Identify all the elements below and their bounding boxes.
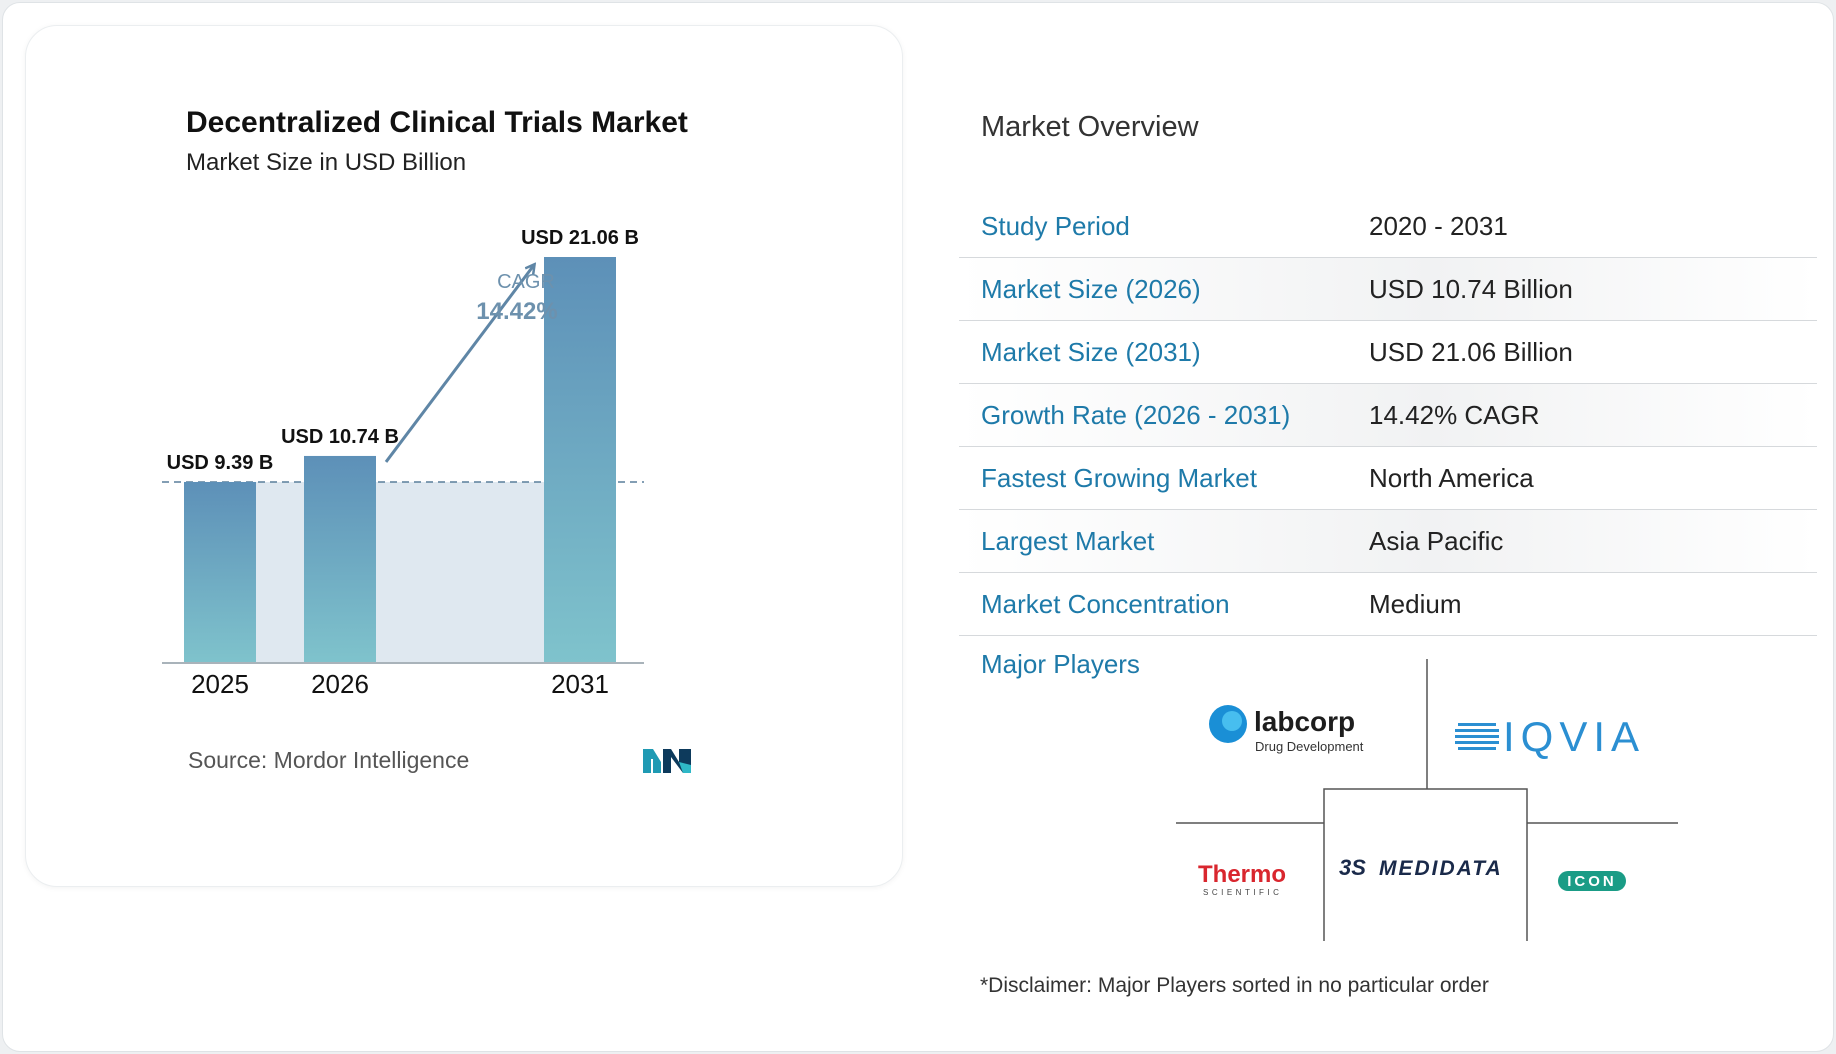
grid-lines	[1176, 659, 1678, 941]
overview-label: Study Period	[981, 211, 1130, 241]
overview-value: USD 21.06 Billion	[1369, 337, 1573, 367]
medidata-name: MEDIDATA	[1379, 857, 1503, 880]
cagr-arrow	[384, 265, 534, 463]
x-tick-label: 2025	[191, 669, 249, 699]
overview-value: 14.42% CAGR	[1369, 400, 1540, 430]
overview-row: Largest Market Asia Pacific	[959, 510, 1817, 573]
iqvia-logo: IQVIA	[1455, 713, 1645, 760]
overview-value: Asia Pacific	[1369, 526, 1504, 556]
overview-title: Market Overview	[981, 111, 1199, 143]
bar-value-label: USD 10.74 B	[281, 426, 399, 448]
x-tick-label: 2031	[551, 669, 609, 699]
mordor-logo-icon	[643, 749, 691, 773]
reference-band	[256, 481, 544, 663]
overview-value: USD 10.74 Billion	[1369, 274, 1573, 304]
bar-value-label: USD 21.06 B	[521, 227, 639, 249]
icon-logo: ICON	[1558, 871, 1626, 891]
medidata-logo: 3S MEDIDATA	[1339, 855, 1503, 880]
major-players-grid: labcorp Drug Development IQVIA Thermo SC…	[1176, 659, 1678, 941]
plot-area: USD 9.39 B 2025 USD 10.74 B 2026 USD 21.06 B…	[162, 227, 644, 699]
overview-table: Study Period 2020 - 2031 Market Size (20…	[959, 195, 1817, 636]
overview-value: North America	[1369, 463, 1534, 493]
overview-label: Market Concentration	[981, 589, 1230, 619]
overview-row: Study Period 2020 - 2031	[959, 195, 1817, 258]
source-text: Source: Mordor Intelligence	[188, 747, 469, 773]
iqvia-name: IQVIA	[1503, 713, 1645, 760]
overview-value: 2020 - 2031	[1369, 211, 1508, 241]
bar-2025	[184, 481, 256, 663]
major-players-label: Major Players	[981, 649, 1140, 679]
thermo-sub: SCIENTIFIC	[1203, 888, 1282, 897]
overview-label: Market Size (2026)	[981, 274, 1201, 304]
iqvia-bars-icon	[1455, 723, 1499, 750]
labcorp-name: labcorp	[1254, 706, 1355, 737]
overview-label: Largest Market	[981, 526, 1155, 556]
chart-card: Decentralized Clinical Trials Market Mar…	[25, 25, 903, 887]
icon-pill-icon	[1558, 871, 1626, 891]
overview-label: Fastest Growing Market	[981, 463, 1257, 493]
overview-row: Fastest Growing Market North America	[959, 447, 1817, 510]
overview-value: Medium	[1369, 589, 1462, 619]
bar-chart: Decentralized Clinical Trials Market Mar…	[162, 106, 691, 773]
thermo-logo: Thermo SCIENTIFIC	[1198, 861, 1286, 897]
x-tick-label: 2026	[311, 669, 369, 699]
disclaimer-text: *Disclaimer: Major Players sorted in no …	[980, 974, 1489, 997]
overview-label: Market Size (2031)	[981, 337, 1201, 367]
overview-row: Growth Rate (2026 - 2031) 14.42% CAGR	[959, 384, 1817, 447]
overview-label: Growth Rate (2026 - 2031)	[981, 400, 1291, 430]
labcorp-sub: Drug Development	[1255, 739, 1364, 754]
overview-row: Market Size (2026) USD 10.74 Billion	[959, 258, 1817, 321]
chart-title: Decentralized Clinical Trials Market	[186, 106, 688, 139]
overview-row: Market Concentration Medium	[959, 573, 1817, 636]
cagr-label: CAGR	[497, 271, 555, 293]
bar-2026	[304, 455, 376, 663]
bar-2031	[544, 257, 616, 663]
bar-value-label: USD 9.39 B	[167, 452, 274, 474]
labcorp-logo: labcorp Drug Development	[1209, 705, 1364, 754]
icon-name: ICON	[1567, 873, 1617, 890]
medidata-prefix: 3S	[1339, 855, 1366, 880]
overview-row: Market Size (2031) USD 21.06 Billion	[959, 321, 1817, 384]
chart-subtitle: Market Size in USD Billion	[186, 149, 466, 176]
thermo-name: Thermo	[1198, 861, 1286, 888]
cagr-value: 14.42%	[476, 298, 557, 325]
